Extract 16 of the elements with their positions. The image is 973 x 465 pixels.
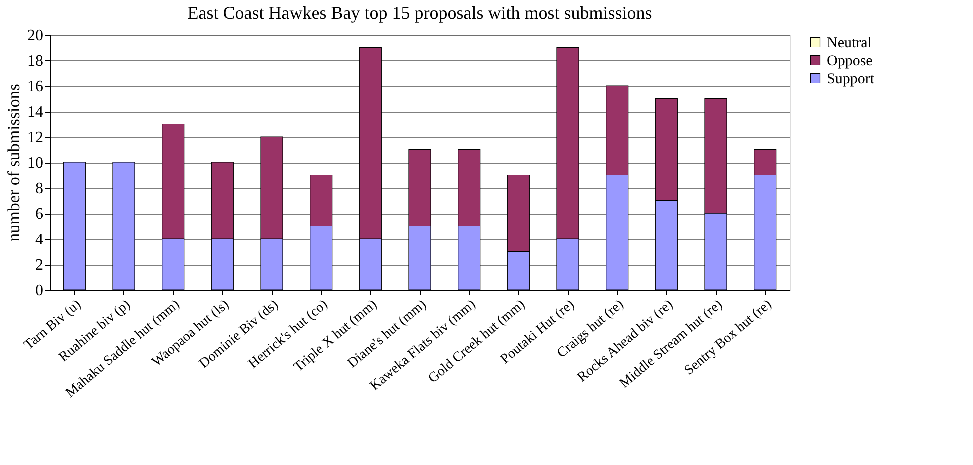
legend-label: Support [827, 72, 876, 88]
y-tick-label: 18 [28, 53, 44, 70]
chart-title: East Coast Hawkes Bay top 15 proposals with most submissions [188, 3, 652, 23]
y-tick-label: 12 [28, 130, 44, 146]
y-tick-label: 4 [36, 232, 44, 248]
y-tick-label: 14 [28, 104, 44, 121]
y-tick-label: 16 [28, 78, 44, 96]
y-tick-label: 10 [28, 155, 44, 172]
legend-label: Neutral [827, 36, 872, 52]
y-tick-label: 6 [36, 206, 44, 223]
legend-label: Oppose [827, 54, 874, 70]
y-tick-label: 2 [36, 257, 44, 274]
y-tick-label: 20 [28, 28, 44, 44]
y-axis-title: number of submissions [4, 84, 24, 242]
y-tick-label: 8 [36, 180, 44, 198]
y-tick-label: 0 [36, 282, 44, 300]
